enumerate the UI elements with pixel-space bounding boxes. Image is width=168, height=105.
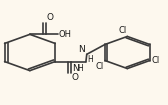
Text: H: H	[88, 55, 93, 64]
Text: OH: OH	[58, 30, 71, 39]
Text: O: O	[72, 74, 79, 83]
Text: N: N	[78, 45, 85, 54]
Text: Cl: Cl	[118, 26, 127, 35]
Text: Cl: Cl	[151, 56, 159, 65]
Text: N: N	[73, 64, 79, 73]
Text: H: H	[77, 64, 82, 73]
Text: Cl: Cl	[96, 62, 104, 71]
Text: O: O	[47, 13, 54, 22]
